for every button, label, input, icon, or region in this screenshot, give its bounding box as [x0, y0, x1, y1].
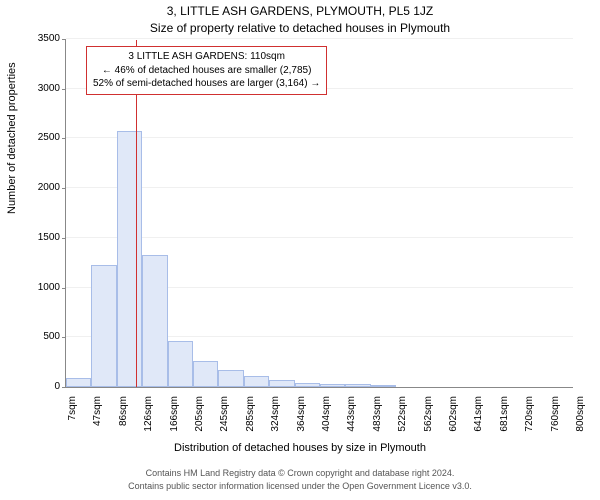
y-tick: 3500	[38, 34, 66, 44]
y-tick: 1500	[38, 233, 66, 243]
histogram-bar	[168, 341, 193, 387]
title-subtitle: Size of property relative to detached ho…	[0, 21, 600, 35]
histogram-bar	[269, 380, 294, 387]
histogram-bar	[218, 370, 243, 387]
histogram-bar	[91, 265, 116, 387]
histogram-bar	[66, 378, 91, 387]
histogram-bar	[320, 384, 345, 387]
x-tick: 681sqm	[500, 396, 510, 446]
x-axis-label: Distribution of detached houses by size …	[0, 442, 600, 454]
x-tick: 562sqm	[424, 396, 434, 446]
title-address: 3, LITTLE ASH GARDENS, PLYMOUTH, PL5 1JZ	[0, 4, 600, 18]
y-tick: 2000	[38, 183, 66, 193]
x-tick: 760sqm	[551, 396, 561, 446]
y-tick: 2500	[38, 133, 66, 143]
x-tick: 483sqm	[373, 396, 383, 446]
y-tick: 1000	[38, 283, 66, 293]
x-tick: 205sqm	[195, 396, 205, 446]
x-tick: 126sqm	[144, 396, 154, 446]
annotation-line2: ← 46% of detached houses are smaller (2,…	[93, 64, 320, 78]
y-tick: 0	[54, 382, 66, 392]
histogram-bar	[244, 376, 269, 387]
histogram-bar	[345, 384, 370, 387]
x-tick: 800sqm	[576, 396, 586, 446]
x-tick: 245sqm	[220, 396, 230, 446]
x-tick: 86sqm	[119, 396, 129, 446]
y-axis-label: Number of detached properties	[6, 62, 18, 214]
x-tick: 364sqm	[297, 396, 307, 446]
annotation-line1: 3 LITTLE ASH GARDENS: 110sqm	[93, 50, 320, 64]
y-tick: 3000	[38, 84, 66, 94]
annotation-box: 3 LITTLE ASH GARDENS: 110sqm← 46% of det…	[86, 46, 327, 95]
x-tick: 522sqm	[398, 396, 408, 446]
x-tick: 7sqm	[68, 396, 78, 446]
x-tick: 285sqm	[246, 396, 256, 446]
histogram-bar	[371, 385, 396, 387]
footer-line1: Contains HM Land Registry data © Crown c…	[0, 468, 600, 478]
x-tick: 443sqm	[347, 396, 357, 446]
histogram-bar	[193, 361, 218, 387]
x-tick: 720sqm	[525, 396, 535, 446]
plot-area: 05001000150020002500300035003 LITTLE ASH…	[65, 40, 573, 388]
histogram-bar	[295, 383, 320, 387]
histogram-bar	[117, 131, 142, 387]
y-tick: 500	[43, 332, 66, 342]
annotation-line3: 52% of semi-detached houses are larger (…	[93, 77, 320, 91]
footer-line2: Contains public sector information licen…	[0, 481, 600, 491]
x-tick: 602sqm	[449, 396, 459, 446]
x-tick: 404sqm	[322, 396, 332, 446]
gridline	[66, 38, 573, 39]
chart-container: 3, LITTLE ASH GARDENS, PLYMOUTH, PL5 1JZ…	[0, 0, 600, 500]
x-tick: 47sqm	[93, 396, 103, 446]
x-tick: 641sqm	[474, 396, 484, 446]
x-tick: 166sqm	[170, 396, 180, 446]
x-tick: 324sqm	[271, 396, 281, 446]
histogram-bar	[142, 255, 167, 387]
